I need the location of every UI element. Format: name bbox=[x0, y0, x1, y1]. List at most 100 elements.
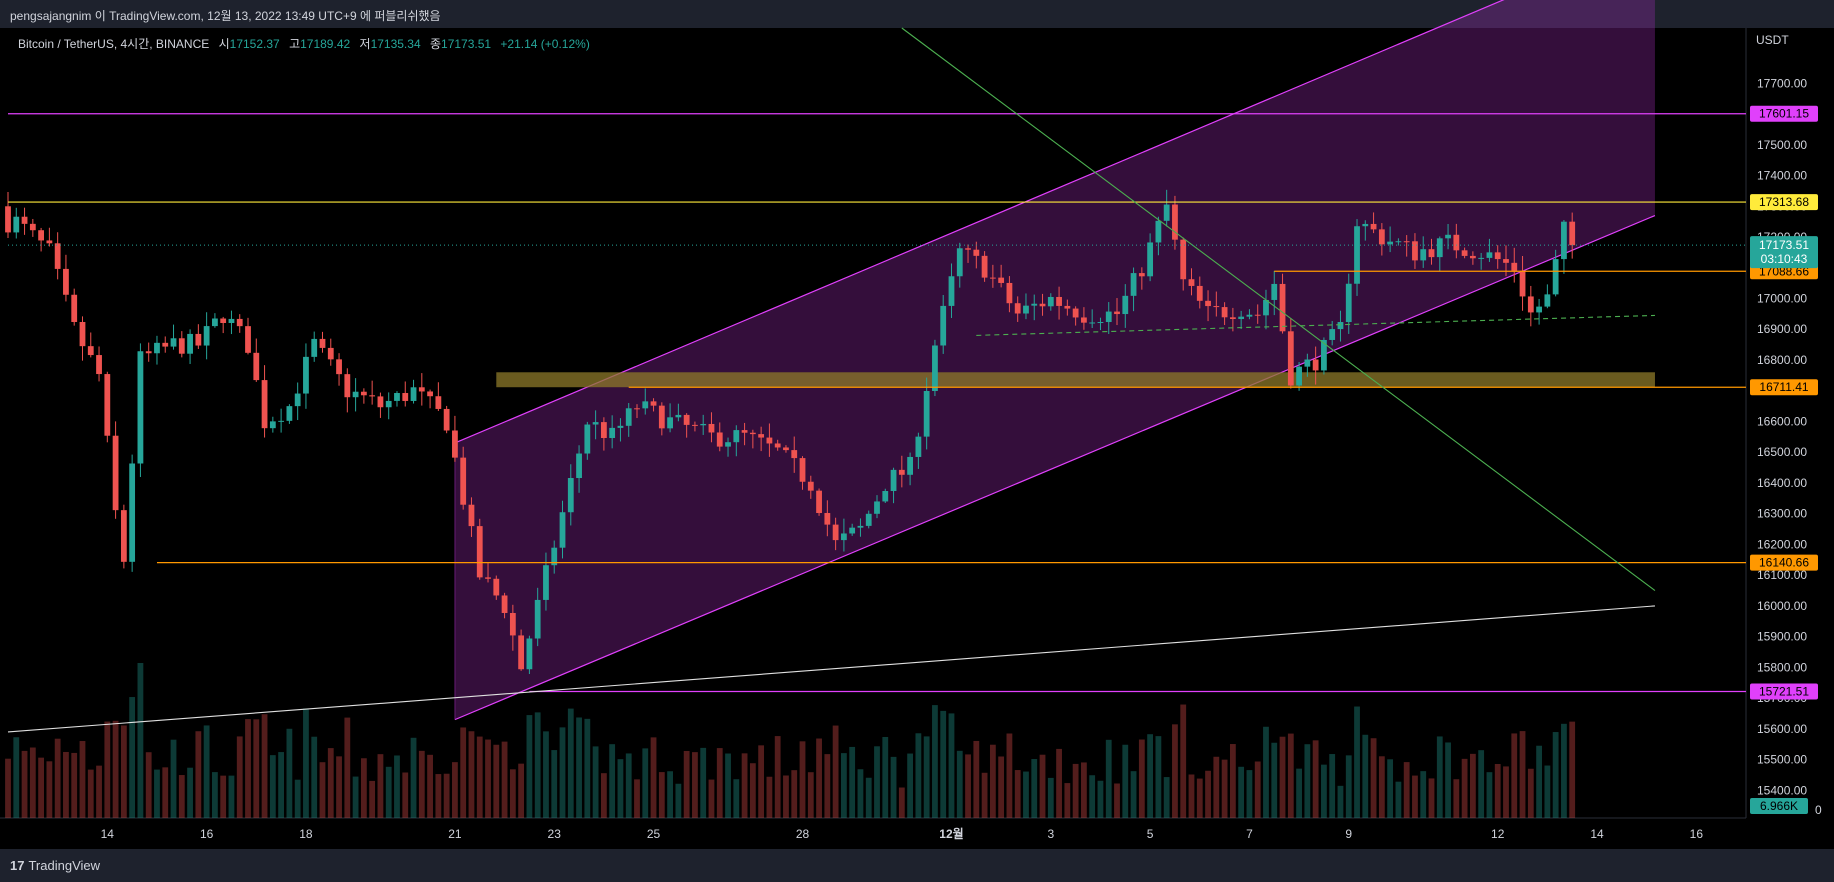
time-tick-label: 16 bbox=[200, 827, 214, 841]
candle-body bbox=[220, 318, 227, 323]
candle-body bbox=[915, 436, 922, 457]
price-tick-label: 17000.00 bbox=[1757, 292, 1807, 306]
volume-bar bbox=[1064, 783, 1071, 818]
time-axis[interactable]: 14 16 18 21 23 25 28 12월 3 5 7 9 12 14 16 bbox=[101, 826, 1704, 841]
candle-body bbox=[162, 342, 169, 347]
candle-body bbox=[667, 417, 673, 429]
candle-body bbox=[170, 338, 177, 347]
price-chart[interactable]: USDT 15400.0015500.0015600.0015700.00158… bbox=[0, 0, 1834, 849]
volume-bar bbox=[1023, 771, 1029, 818]
symbol-legend: Bitcoin / TetherUS, 4시간, BINANCE 시17152.… bbox=[18, 35, 590, 52]
volume-bar bbox=[112, 720, 119, 818]
candle-body bbox=[245, 326, 251, 353]
candle-body bbox=[1345, 283, 1352, 323]
candle-body bbox=[600, 422, 607, 439]
tradingview-logo[interactable]: 17 TradingView bbox=[10, 858, 100, 873]
volume-bar bbox=[120, 725, 127, 818]
volume-bar bbox=[1238, 766, 1245, 818]
volume-bar bbox=[1130, 771, 1137, 818]
volume-bar bbox=[989, 744, 996, 818]
volume-bar bbox=[692, 752, 698, 818]
candle-body bbox=[1089, 322, 1096, 324]
volume-bar bbox=[1122, 744, 1129, 818]
candle-body bbox=[1188, 279, 1195, 286]
candle-body bbox=[989, 277, 996, 279]
footer-bar: 17 TradingView bbox=[0, 849, 1834, 882]
price-level-label: 17601.15 bbox=[1759, 107, 1809, 121]
volume-bar bbox=[104, 721, 111, 818]
candle-body bbox=[327, 347, 334, 360]
candle-body bbox=[1163, 204, 1170, 221]
volume-bar bbox=[667, 771, 673, 818]
volume-bar bbox=[1105, 739, 1112, 818]
volume-bar bbox=[178, 775, 185, 818]
candle-body bbox=[1527, 296, 1534, 313]
candle-body bbox=[783, 447, 789, 451]
candle-body bbox=[1544, 294, 1551, 307]
candle-body bbox=[865, 513, 872, 526]
candle-body bbox=[774, 443, 781, 448]
volume-bar bbox=[1461, 758, 1468, 818]
volume-bar bbox=[452, 762, 458, 818]
candle-body bbox=[1097, 322, 1104, 324]
tradingview-logo-icon: 17 bbox=[10, 858, 25, 873]
candle-body bbox=[965, 248, 971, 250]
price-tick-label: 16600.00 bbox=[1757, 414, 1807, 428]
volume-bar bbox=[1519, 731, 1526, 818]
candle-body bbox=[1370, 223, 1377, 230]
volume-bar bbox=[29, 747, 36, 818]
candle-body bbox=[617, 425, 624, 428]
symbol-name[interactable]: Bitcoin / TetherUS, 4시간, BINANCE bbox=[18, 37, 210, 51]
close-label: 종 bbox=[429, 37, 442, 51]
candle-body bbox=[203, 326, 210, 346]
volume-bar bbox=[1205, 770, 1211, 818]
candle-body bbox=[1552, 259, 1559, 295]
candle-body bbox=[104, 374, 111, 436]
volume-bar bbox=[1263, 726, 1269, 818]
candle-body bbox=[112, 435, 119, 511]
volume-bar bbox=[849, 746, 856, 818]
volume-bar bbox=[1246, 770, 1253, 818]
candle-body bbox=[1453, 234, 1460, 251]
volume-bar bbox=[1511, 733, 1518, 818]
volume-bar bbox=[137, 662, 144, 818]
candle-body bbox=[576, 453, 582, 479]
channel-lower-line bbox=[454, 214, 1656, 721]
candle-body bbox=[443, 408, 450, 431]
candle-body bbox=[700, 423, 707, 426]
volume-bar bbox=[1155, 736, 1162, 818]
volume-bar bbox=[228, 775, 235, 818]
price-level-label-bg bbox=[1750, 379, 1818, 396]
volume-bar bbox=[71, 752, 78, 818]
volume-bar bbox=[865, 777, 872, 818]
candle-body bbox=[1511, 262, 1518, 271]
volume-bar bbox=[965, 754, 971, 818]
volume-layer bbox=[5, 662, 1576, 818]
candle-body bbox=[1478, 257, 1485, 259]
candle-body bbox=[1229, 317, 1236, 320]
volume-bar bbox=[195, 731, 202, 818]
candle-body bbox=[13, 216, 20, 233]
volume-label: 6.966K bbox=[1760, 799, 1798, 813]
volume-bar bbox=[1345, 755, 1352, 818]
candle-body bbox=[38, 230, 45, 241]
candle-body bbox=[1561, 221, 1567, 260]
volume-bar bbox=[766, 776, 773, 818]
volume-bar bbox=[1304, 744, 1311, 818]
volume-bar bbox=[774, 736, 781, 818]
volume-bar bbox=[129, 697, 136, 818]
candle-body bbox=[1329, 329, 1336, 340]
candle-body bbox=[1039, 303, 1046, 307]
candle-body bbox=[1461, 250, 1468, 256]
time-tick-label: 12 bbox=[1491, 827, 1505, 841]
time-tick-label: 28 bbox=[796, 827, 810, 841]
candle-body bbox=[278, 420, 285, 422]
time-tick-label: 14 bbox=[101, 827, 115, 841]
candle-body bbox=[609, 427, 616, 439]
candle-body bbox=[394, 393, 400, 401]
candle-body bbox=[5, 206, 11, 233]
candle-body bbox=[716, 432, 723, 447]
candle-body bbox=[145, 351, 152, 354]
volume-bar bbox=[13, 737, 20, 818]
